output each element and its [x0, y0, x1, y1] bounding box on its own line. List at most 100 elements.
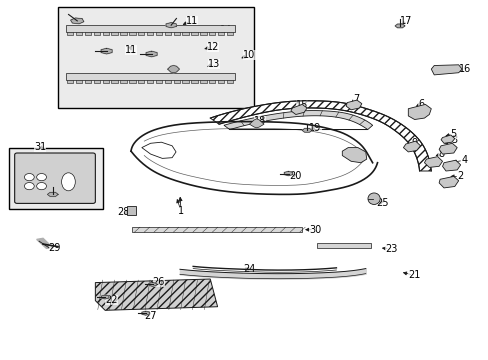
Bar — [66, 25, 234, 32]
Polygon shape — [438, 176, 458, 188]
Polygon shape — [403, 141, 420, 152]
Bar — [9, 148, 102, 209]
Polygon shape — [37, 238, 53, 248]
Bar — [132, 227, 302, 232]
Text: 20: 20 — [289, 171, 302, 181]
Circle shape — [24, 174, 34, 181]
Polygon shape — [424, 157, 442, 167]
Bar — [120, 32, 126, 35]
Polygon shape — [146, 51, 157, 57]
Text: 22: 22 — [105, 294, 118, 305]
Polygon shape — [210, 101, 430, 171]
Circle shape — [37, 183, 46, 190]
Text: 27: 27 — [144, 311, 157, 321]
Text: 7: 7 — [352, 94, 358, 104]
Bar — [76, 80, 82, 83]
Text: 2: 2 — [457, 171, 463, 181]
Bar — [164, 80, 171, 83]
Polygon shape — [101, 295, 109, 299]
Polygon shape — [302, 129, 311, 132]
Text: 30: 30 — [308, 225, 321, 235]
Bar — [67, 80, 73, 83]
Bar — [127, 206, 136, 215]
Bar — [93, 32, 100, 35]
Bar — [84, 32, 91, 35]
Text: 4: 4 — [461, 155, 467, 165]
Polygon shape — [101, 48, 112, 54]
Bar — [102, 80, 109, 83]
Text: 13: 13 — [207, 59, 220, 69]
Bar — [138, 80, 144, 83]
Text: 8: 8 — [437, 149, 443, 159]
Bar — [76, 32, 82, 35]
Text: 18: 18 — [253, 116, 266, 126]
Text: 33: 33 — [17, 165, 30, 175]
Bar — [218, 80, 224, 83]
Text: 32: 32 — [56, 189, 69, 199]
Polygon shape — [342, 148, 366, 163]
Text: 12: 12 — [206, 42, 219, 52]
Polygon shape — [438, 143, 456, 154]
Polygon shape — [224, 111, 372, 130]
Bar — [84, 80, 91, 83]
Bar — [156, 32, 162, 35]
Text: 1: 1 — [178, 206, 183, 216]
Polygon shape — [70, 18, 84, 24]
Bar — [191, 80, 197, 83]
Polygon shape — [442, 160, 460, 171]
Bar — [111, 32, 118, 35]
Text: 23: 23 — [384, 244, 397, 254]
Bar — [146, 32, 153, 35]
Bar — [173, 80, 180, 83]
Text: 9: 9 — [411, 138, 417, 148]
Bar — [120, 80, 126, 83]
Bar — [129, 80, 135, 83]
Bar — [182, 32, 188, 35]
Bar — [111, 80, 118, 83]
Bar — [209, 80, 215, 83]
Text: 5: 5 — [450, 129, 456, 139]
Text: 14: 14 — [219, 24, 232, 35]
Bar — [93, 80, 100, 83]
Ellipse shape — [367, 193, 380, 204]
Text: 29: 29 — [48, 243, 61, 253]
Text: 17: 17 — [399, 16, 411, 26]
Text: 31: 31 — [34, 142, 46, 152]
Bar — [191, 32, 197, 35]
Bar — [226, 80, 233, 83]
Polygon shape — [407, 104, 430, 120]
Bar — [226, 32, 233, 35]
Polygon shape — [346, 100, 361, 110]
Bar — [102, 32, 109, 35]
Text: 26: 26 — [152, 276, 165, 287]
Polygon shape — [440, 135, 454, 143]
Polygon shape — [142, 311, 149, 315]
Bar — [146, 80, 153, 83]
Bar — [200, 32, 206, 35]
Text: 3: 3 — [451, 135, 457, 145]
Bar — [58, 7, 254, 108]
Bar — [129, 32, 135, 35]
Circle shape — [24, 183, 34, 190]
Text: 6: 6 — [418, 99, 424, 109]
Polygon shape — [167, 66, 179, 73]
Polygon shape — [284, 171, 292, 176]
Text: 25: 25 — [375, 198, 388, 208]
Bar — [218, 32, 224, 35]
Bar — [316, 243, 370, 248]
FancyBboxPatch shape — [15, 153, 95, 203]
Ellipse shape — [61, 173, 75, 191]
Text: 15: 15 — [295, 100, 308, 110]
Polygon shape — [249, 119, 264, 128]
Bar — [67, 32, 73, 35]
Polygon shape — [394, 24, 404, 28]
Bar — [173, 32, 180, 35]
Bar — [138, 32, 144, 35]
Bar — [66, 73, 234, 80]
Bar — [209, 32, 215, 35]
Polygon shape — [290, 104, 306, 114]
Polygon shape — [148, 283, 156, 286]
Text: 11: 11 — [185, 16, 198, 26]
Polygon shape — [95, 279, 217, 310]
Bar — [164, 32, 171, 35]
